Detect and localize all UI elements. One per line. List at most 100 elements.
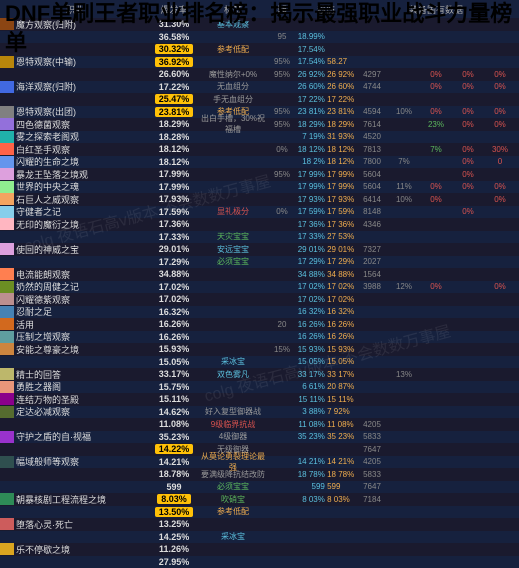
stat4: 0% [452,70,484,79]
table-row[interactable]: 17.29% 必须宝宝 17 29% 17 29% 2027 [0,256,519,269]
table-row[interactable]: 定达必减观察 14.62% 好入复型御器战 3 88% 7 92% [0,406,519,419]
table-row[interactable]: 勇胜之器阁 15.75% 6 61% 20 87% [0,381,519,394]
table-row[interactable]: 使回的神威之宝 29.01% 安远宝宝 29 01% 29 01% 7327 [0,243,519,256]
stat5: 0% [484,82,516,91]
table-row[interactable]: 精士的回答 33.17% 双色雾凡 33 17% 33 17% 13% [0,368,519,381]
dual-cell: 17.54% 58.27 [296,57,356,66]
pct-cell: 13.25% [150,519,198,529]
table-row[interactable]: 连结万物的圣殿 15.11% 15 11% 15 11% [0,393,519,406]
stat5: 0% [484,195,516,204]
table-row[interactable]: 恩特观察(中输) 36.92% 95% 17.54% 58.27 [0,56,519,69]
table-row[interactable]: 守健者之记 17.59% 显礼极分 0% 17 59% 17 59% 8148 … [0,206,519,219]
tag-cell: 无血组分 [198,81,268,92]
dual-cell: 18 12% 18 12% [296,145,356,154]
stat3: 23% [420,120,452,129]
class-icon [0,456,14,468]
pct-cell: 17.59% [150,207,198,217]
table-row[interactable]: 25.47% 手无血组分 17 22% 17 22% [0,93,519,106]
dual-a: 26 92% [297,70,325,79]
table-row[interactable]: 18.78% 要满级降抗结改防 18 78% 18 78% 5833 [0,468,519,481]
pct-value: 15.75% [155,382,194,392]
table-row[interactable]: 无印的魔衍之境 17.36% 17 36% 17 36% 4346 [0,218,519,231]
pct-value: 17.93% [155,194,194,204]
num-cell: 20 [268,320,296,329]
pct-cell: 16.26% [150,332,198,342]
dual-cell: 11 08% 11 08% [296,420,356,429]
dual-a: 15 05% [297,357,325,366]
dual-a: 14 21% [297,457,325,466]
dual-a: 17 36% [297,220,325,229]
dual-cell: 17 59% 17 59% [296,207,356,216]
table-row[interactable]: 闪耀的生命之境 18.12% 18 2% 18 12% 7800 7% 0% 0 [0,156,519,169]
class-icon [0,368,14,380]
class-icon [0,306,14,318]
pct-cell: 599 [150,482,198,492]
pct-cell: 14.62% [150,407,198,417]
stat5: 0% [484,282,516,291]
stat1: 7813 [356,145,388,154]
dual-b: 17 99% [327,182,355,191]
table-row[interactable]: 堕落心灵·死亡 13.25% [0,518,519,531]
dual-a: 18 2% [297,157,325,166]
table-row[interactable]: 闪耀德紫观察 17.02% 17 02% 17 02% [0,293,519,306]
stat3: 7% [420,145,452,154]
name-cell: 精士的回答 [0,368,150,381]
stat1: 7614 [356,120,388,129]
dual-b: 14 21% [327,457,355,466]
table-row[interactable]: 27.95% [0,556,519,568]
table-row[interactable]: 乐不停歇之境 11.26% [0,543,519,556]
class-name: 幅域般师等观察 [16,455,79,468]
dual-cell: 17 93% 17 93% [296,195,356,204]
table-row[interactable]: 幅域般师等观察 14.21% 从莫论勇裂理论最强 14 21% 14 21% 4… [0,456,519,469]
table-row[interactable]: 白红圣手观察 18.12% 0% 18 12% 18 12% 7813 7% 0… [0,143,519,156]
class-name: 堕落心灵·死亡 [16,518,73,531]
dual-b: 35 23% [327,432,355,441]
pct-value: 17.36% [155,219,194,229]
dual-b: 18 12% [327,157,355,166]
pct-cell: 18.78% [150,469,198,479]
class-icon [0,393,14,405]
stat4: 0% [452,82,484,91]
pct-value: 13.25% [155,519,194,529]
class-name: 乐不停歇之境 [16,543,70,556]
table-row[interactable]: 17.33% 天灾宝宝 17 33% 27 53% [0,231,519,244]
dual-b: 26 92% [327,70,355,79]
dual-b: 26 60% [327,82,355,91]
table-row[interactable]: 压制之增观察 16.26% 16 26% 16 26% [0,331,519,344]
table-row[interactable]: 电流能朗观察 34.88% 34 88% 34 88% 1564 [0,268,519,281]
table-row[interactable]: 石巨人之威观察 17.93% 17 93% 17 93% 6414 10% 0%… [0,193,519,206]
table-row[interactable]: 活用 16.26% 20 16 26% 16 26% [0,318,519,331]
pct-cell: 14.21% [150,457,198,467]
pct-value: 18.12% [155,144,194,154]
dual-b: 18 12% [327,145,355,154]
class-name: 定达必减观察 [16,405,70,418]
table-row[interactable]: 11.08% 9级临界抗战 11 08% 11 08% 4205 [0,418,519,431]
pct-value: 8.03% [157,494,191,504]
table-row[interactable]: 奶然的周健之记 17.02% 17 02% 17 02% 3988 12% 0%… [0,281,519,294]
table-row[interactable]: 海洋观察(归附) 17.22% 无血组分 26 60% 26 60% 4744 … [0,81,519,94]
table-row[interactable]: 安能之尊豪之境 15.93% 15% 15 93% 15 93% [0,343,519,356]
pct-cell: 11.26% [150,544,198,554]
table-row[interactable]: 26.60% 魔性纳尔+0% 95% 26 92% 26 92% 4297 0%… [0,68,519,81]
table-row[interactable]: 暴龙王坠落之境观 17.99% 95% 17 99% 17 99% 5604 0… [0,168,519,181]
table-row[interactable]: 忍耐之足 16.32% 16 32% 16 32% [0,306,519,319]
class-icon [0,81,14,93]
stat4: 0% [452,120,484,129]
table-row[interactable]: 13.50% 参考低配 [0,506,519,519]
table-row[interactable]: 15.05% 采冰宝 15 05% 15 05% [0,356,519,369]
dual-a: 16 26% [297,320,325,329]
pct-cell: 13.50% [150,507,198,517]
page-title: DNF单刷王者职业排名榜：揭示最强职业战斗力量榜单 [5,0,519,57]
num-cell: 95% [268,57,296,66]
table-row[interactable]: 599 必须宝宝 599 599 7647 [0,481,519,494]
table-row[interactable]: 守护之盾的自·视福 35.23% 4级御器 35 23% 35 23% 5833 [0,431,519,444]
pct-value: 17.59% [155,207,194,217]
class-icon [0,381,14,393]
table-row[interactable]: 四色德菌观察 18.29% 出白手槽，30%祝福槽 95% 18 29% 18 … [0,118,519,131]
dual-b: 17 02% [327,295,355,304]
table-row[interactable]: 朝暴核剧工程流程之境 8.03% 吹硝宝 8 03% 8 03% 7184 [0,493,519,506]
dual-a: 23 81% [297,107,325,116]
table-row[interactable]: 14.25% 采冰宝 [0,531,519,544]
table-row[interactable]: 世界的中央之魂 17.99% 17 99% 17 99% 5604 11% 0%… [0,181,519,194]
pct-value: 33.17% [155,369,194,379]
